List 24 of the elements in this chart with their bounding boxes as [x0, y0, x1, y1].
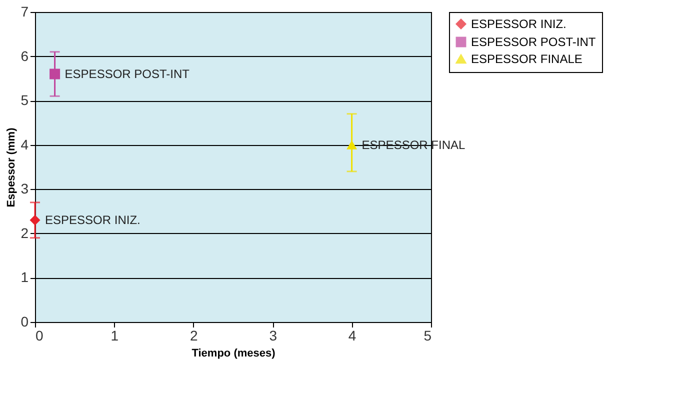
y-tick-label: 0 — [20, 314, 29, 330]
y-tick-label: 4 — [20, 136, 29, 152]
point — [346, 140, 358, 150]
legend-label: ESPESSOR POST-INT — [471, 35, 596, 49]
y-tick-label: 7 — [20, 4, 29, 20]
annotation: ESPESSOR INIZ. — [45, 213, 140, 228]
x-axis-title: Tiempo (meses) — [192, 348, 276, 360]
legend-label: ESPESSOR FINALE — [471, 52, 582, 66]
y-tick-label: 1 — [20, 269, 29, 286]
y-tick-label: 3 — [20, 180, 29, 197]
x-tick-label: 3 — [269, 328, 278, 344]
annotation: ESPESSOR POST-INT — [64, 67, 190, 81]
y-tick-label: 2 — [20, 224, 29, 241]
x-tick-label: 2 — [190, 328, 198, 344]
y-axis-title: Espessor (mm) — [6, 127, 18, 208]
y-tick-label: 6 — [20, 48, 29, 64]
legend-label: ESPESSOR INIZ. — [471, 17, 566, 31]
x-tick-label: 4 — [348, 328, 356, 344]
point — [50, 68, 60, 80]
y-tick-label: 5 — [20, 92, 29, 108]
x-tick-label: 5 — [424, 328, 432, 344]
point — [30, 214, 40, 226]
x-tick-label: 0 — [36, 328, 44, 344]
x-tick-label: 1 — [110, 328, 119, 344]
